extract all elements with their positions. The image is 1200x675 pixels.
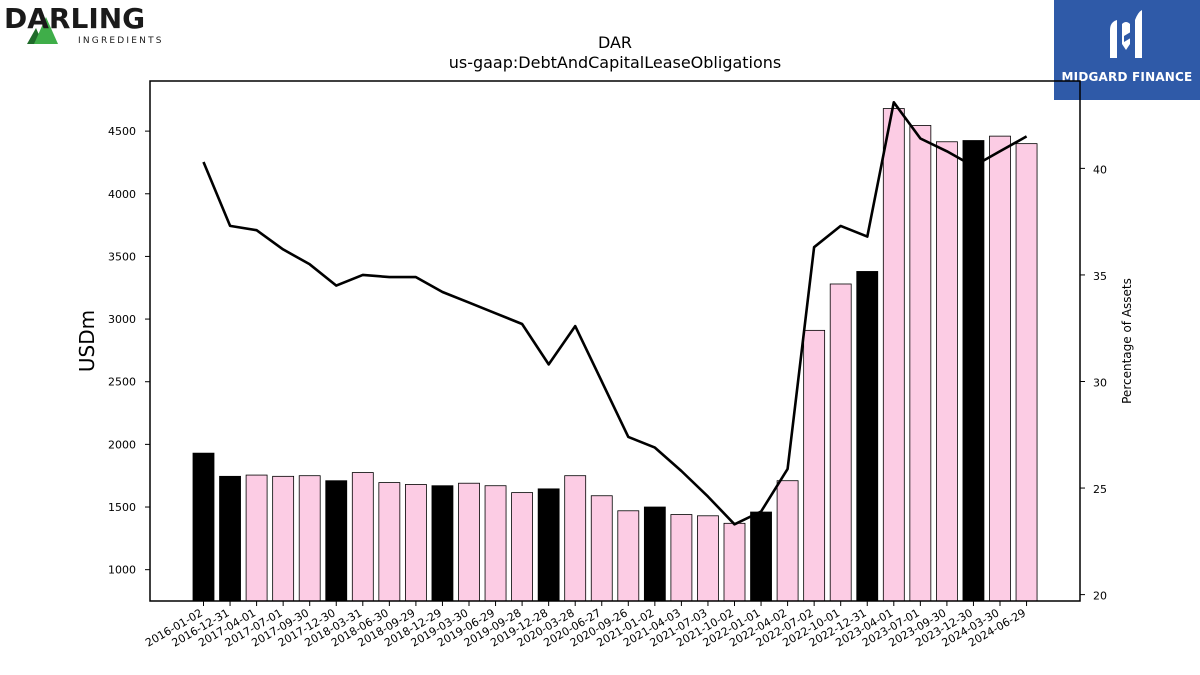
bar	[325, 480, 348, 602]
chart-subtitle: us-gaap:DebtAndCapitalLeaseObligations	[449, 53, 782, 72]
bar	[378, 482, 401, 602]
bar	[298, 475, 321, 602]
y2-tick-label: 35	[1093, 270, 1107, 283]
y-tick-label: 4000	[108, 188, 136, 201]
y2-tick-label: 25	[1093, 483, 1107, 496]
chart-title: DAR	[598, 33, 632, 52]
bar	[617, 510, 640, 602]
bar	[962, 140, 985, 602]
bar	[431, 485, 454, 602]
bar	[882, 108, 905, 602]
percentage-of-assets-line	[202, 101, 1028, 526]
y-axis-left: 1000 1500 2000 2500 3000 3500 4000 4500	[108, 125, 150, 577]
bar	[803, 329, 826, 602]
bar	[511, 492, 534, 602]
bar	[484, 485, 507, 602]
x-axis: 2016-01-022016-12-312017-04-012017-07-01…	[143, 601, 1028, 650]
logo-brand-text: DARLING	[4, 2, 145, 35]
y-tick-label: 3000	[108, 313, 136, 326]
bar	[219, 475, 241, 602]
bar	[989, 135, 1011, 602]
y-tick-label: 4500	[108, 125, 136, 138]
plot-frame	[149, 80, 1081, 602]
bar-series	[192, 108, 1038, 602]
bar	[829, 283, 852, 602]
bar	[909, 125, 932, 602]
midgard-finance-logo: MIDGARD FINANCE	[1054, 0, 1200, 100]
y2-tick-label: 20	[1093, 590, 1107, 603]
logo-green-triangle-light	[34, 17, 58, 44]
bar	[245, 474, 268, 602]
bar	[856, 271, 879, 602]
midgard-brand-text: MIDGARD FINANCE	[1061, 70, 1193, 84]
bar	[750, 511, 772, 602]
bar	[458, 482, 480, 602]
y-axis-right: 20 25 30 35 40	[1080, 163, 1107, 603]
bar	[590, 495, 613, 602]
bar	[723, 522, 746, 602]
bar	[404, 484, 427, 602]
y-tick-label: 1500	[108, 501, 136, 514]
bar	[643, 506, 666, 602]
bar	[1015, 143, 1038, 602]
bar	[537, 488, 560, 602]
darling-ingredients-logo: DARLING INGREDIENTS	[4, 2, 164, 46]
bar	[272, 475, 295, 602]
y2-axis-label: Percentage of Assets	[1120, 278, 1134, 404]
bar	[936, 141, 958, 602]
y-tick-label: 1000	[108, 564, 136, 577]
y-tick-label: 3500	[108, 250, 136, 263]
y2-tick-label: 30	[1093, 376, 1107, 389]
y2-tick-label: 40	[1093, 163, 1107, 176]
y-tick-label: 2500	[108, 376, 136, 389]
bar	[670, 514, 693, 602]
y-tick-label: 2000	[108, 438, 136, 451]
bar	[776, 480, 799, 602]
line-series	[202, 101, 1028, 526]
y-axis-label: USDm	[75, 310, 99, 372]
bar	[192, 452, 215, 602]
midgard-emblem-icon	[1110, 10, 1142, 58]
bar	[564, 475, 587, 602]
bar	[351, 472, 374, 602]
logo-sub-text: INGREDIENTS	[78, 36, 164, 46]
bar	[697, 515, 719, 602]
